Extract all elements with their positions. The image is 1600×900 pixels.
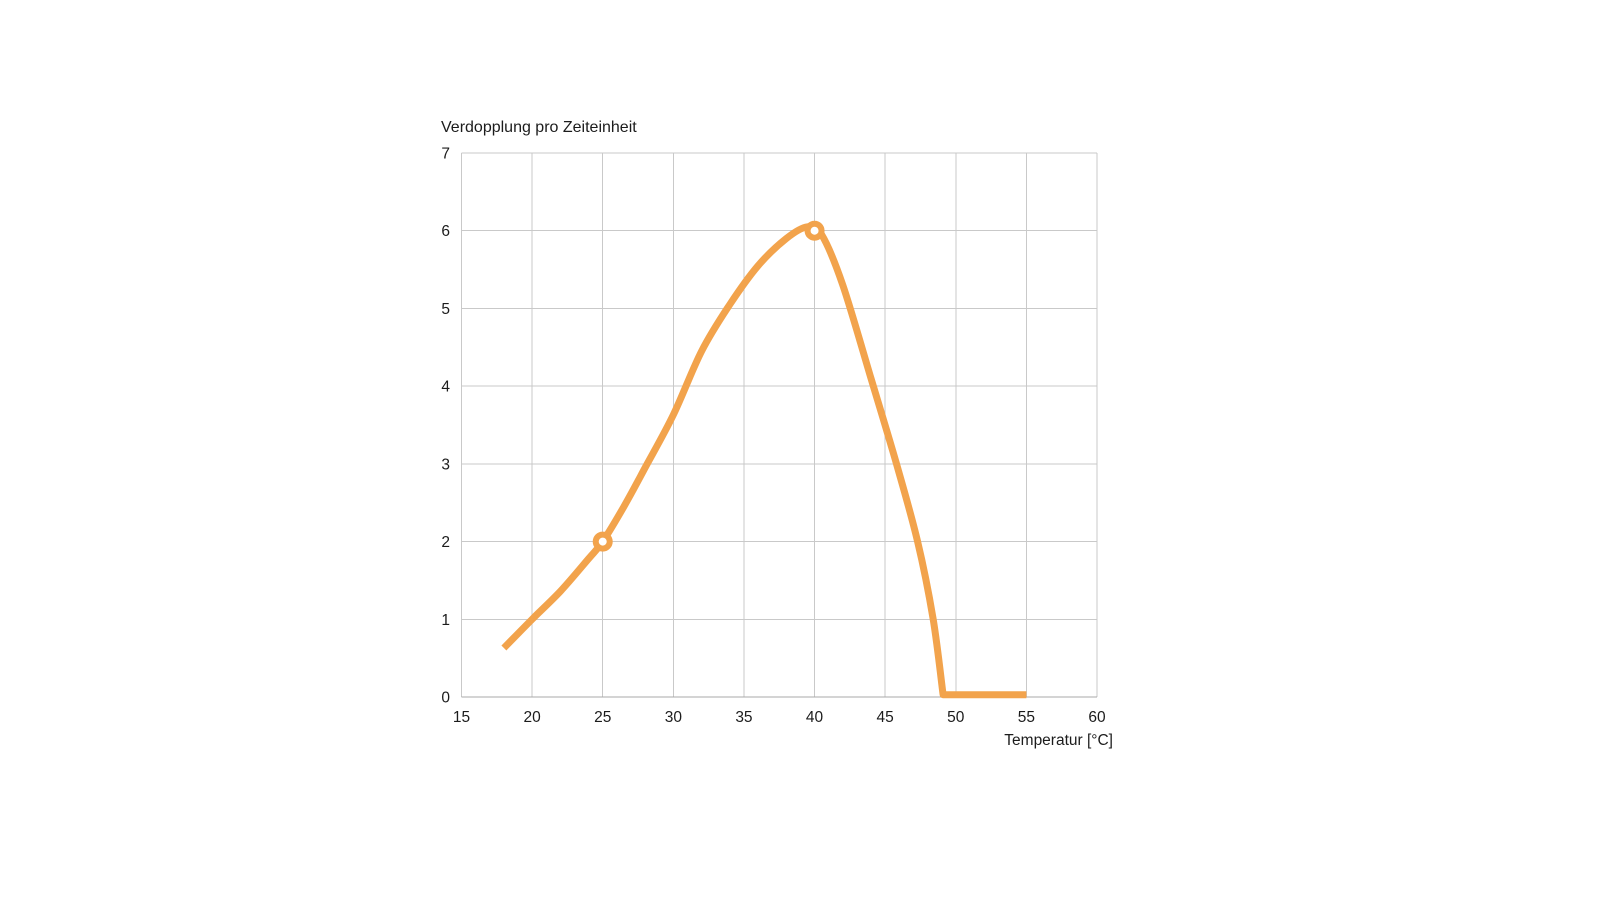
x-axis-label: Temperatur [°C] <box>1004 732 1113 749</box>
y-tick-label-5: 5 <box>441 301 450 318</box>
y-tick-label-3: 3 <box>441 456 450 473</box>
x-tick-label-50: 50 <box>947 709 965 726</box>
chart-title: Verdopplung pro Zeiteinheit <box>441 119 637 136</box>
x-tick-label-45: 45 <box>877 709 894 726</box>
x-axis-tick-labels: 15 20 25 30 35 40 45 50 55 60 <box>453 709 1106 726</box>
y-tick-label-1: 1 <box>441 612 450 629</box>
y-tick-label-4: 4 <box>441 379 450 396</box>
vertical-gridlines <box>461 153 1098 697</box>
x-tick-label-20: 20 <box>523 709 541 726</box>
y-axis-tick-labels: 0 1 2 3 4 5 6 7 <box>441 146 450 707</box>
growth-curve <box>501 222 1027 699</box>
data-point-marker-25-2 <box>592 531 613 552</box>
x-tick-label-40: 40 <box>806 709 824 726</box>
x-tick-label-60: 60 <box>1088 709 1106 726</box>
y-tick-label-6: 6 <box>441 223 450 240</box>
data-point-markers <box>592 220 825 552</box>
x-tick-label-25: 25 <box>594 709 611 726</box>
x-tick-label-15: 15 <box>453 709 470 726</box>
x-tick-label-35: 35 <box>735 709 752 726</box>
horizontal-gridlines <box>461 152 1097 698</box>
x-tick-label-55: 55 <box>1018 709 1035 726</box>
y-tick-label-7: 7 <box>441 146 450 163</box>
y-tick-label-0: 0 <box>441 690 450 707</box>
y-tick-label-2: 2 <box>441 534 450 551</box>
data-point-marker-40-6 <box>804 220 825 241</box>
x-tick-label-30: 30 <box>665 709 683 726</box>
